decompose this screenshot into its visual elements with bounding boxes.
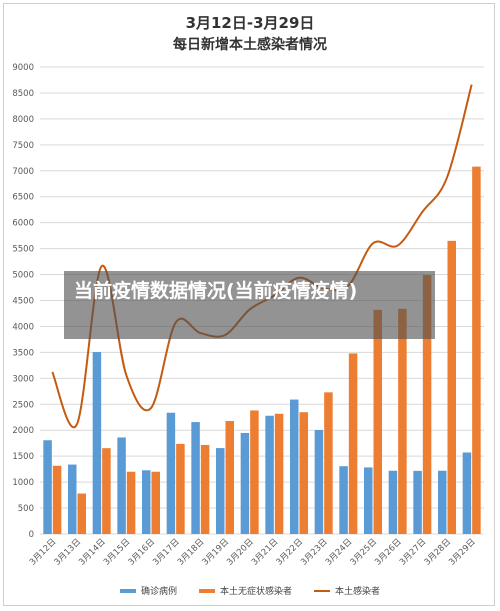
bar-asymptomatic — [299, 412, 308, 534]
bar-confirmed — [265, 415, 274, 534]
overlay-text: 当前疫情数据情况(当前疫情疫情) — [74, 280, 358, 302]
y-tick-label: 0 — [29, 530, 34, 540]
bar-asymptomatic — [52, 465, 62, 534]
bar-confirmed — [166, 412, 176, 534]
legend-item-local-total: 本土感染者 — [314, 584, 380, 597]
chart-legend: 确诊病例 本土无症状感染者 本土感染者 — [0, 584, 500, 597]
overlay-banner: 当前疫情数据情况(当前疫情疫情) — [64, 271, 435, 339]
legend-item-confirmed: 确诊病例 — [119, 584, 177, 597]
y-tick-label: 8000 — [12, 115, 34, 125]
bar-confirmed — [339, 466, 348, 534]
bar-confirmed — [314, 430, 324, 534]
bar-asymptomatic — [250, 410, 259, 534]
y-tick-label: 1500 — [12, 452, 34, 462]
y-tick-label: 9000 — [12, 63, 34, 73]
y-tick-label: 6500 — [12, 193, 34, 203]
bar-confirmed — [388, 470, 398, 534]
y-tick-label: 6000 — [12, 219, 34, 229]
bar-confirmed — [43, 440, 52, 534]
bar-confirmed — [413, 470, 422, 534]
legend-label-confirmed: 确诊病例 — [140, 587, 177, 597]
bar-asymptomatic — [77, 493, 86, 534]
legend-item-asymptomatic: 本土无症状感染者 — [198, 584, 292, 597]
bar-confirmed — [462, 452, 472, 534]
y-tick-label: 7000 — [12, 167, 34, 177]
y-tick-label: 8500 — [12, 89, 34, 99]
y-tick-label: 3500 — [12, 348, 34, 358]
bar-asymptomatic — [176, 443, 185, 534]
bar-asymptomatic — [398, 308, 407, 534]
bar-confirmed — [142, 470, 151, 534]
line-local-total — [51, 84, 473, 429]
bar-asymptomatic — [274, 413, 284, 534]
bar-confirmed — [364, 467, 373, 534]
y-tick-label: 2000 — [12, 426, 34, 436]
bar-asymptomatic — [151, 471, 160, 534]
legend-swatch-confirmed — [119, 588, 136, 593]
y-tick-label: 7500 — [12, 141, 34, 151]
bar-asymptomatic — [348, 353, 358, 534]
y-tick-label: 5000 — [12, 271, 34, 281]
bar-confirmed — [92, 352, 102, 534]
bar-asymptomatic — [102, 448, 111, 534]
y-tick-label: 1000 — [12, 478, 34, 488]
chart-title: 3月12日-3月29日 — [185, 14, 315, 32]
bar-asymptomatic — [200, 444, 210, 534]
bar-asymptomatic — [447, 240, 456, 535]
legend-label-local-total: 本土感染者 — [335, 587, 381, 597]
y-tick-label: 2500 — [12, 400, 34, 410]
bar-asymptomatic — [126, 471, 136, 534]
bar-confirmed — [290, 399, 299, 534]
y-tick-label: 4500 — [12, 297, 34, 307]
y-tick-label: 500 — [18, 504, 34, 514]
bar-asymptomatic — [225, 420, 234, 534]
legend-label-asymptomatic: 本土无症状感染者 — [219, 587, 292, 597]
legend-swatch-local-total — [314, 589, 330, 592]
y-tick-label: 4000 — [12, 322, 34, 332]
bar-confirmed — [240, 432, 250, 534]
bar-asymptomatic — [472, 166, 481, 535]
bar-asymptomatic — [422, 275, 432, 534]
bar-confirmed — [191, 422, 200, 534]
chart-subtitle: 每日新增本土感染者情况 — [173, 37, 327, 53]
y-tick-label: 5500 — [12, 245, 34, 255]
bar-asymptomatic — [324, 392, 333, 534]
legend-swatch-asymptomatic — [198, 588, 215, 593]
bar-confirmed — [117, 437, 126, 534]
y-tick-label: 3000 — [12, 374, 34, 384]
bar-confirmed — [438, 470, 447, 534]
bar-confirmed — [68, 464, 77, 534]
x-tick-label: 3月29日 — [447, 537, 478, 568]
bar-confirmed — [216, 448, 225, 534]
bar-asymptomatic — [373, 309, 382, 534]
